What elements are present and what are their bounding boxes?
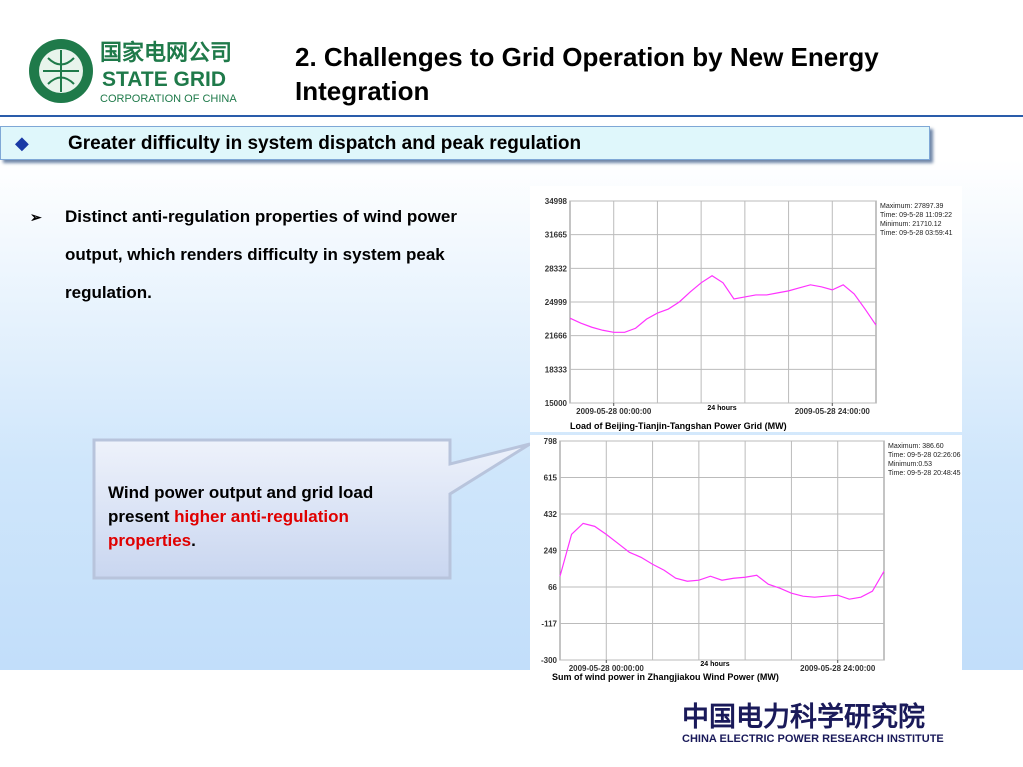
data-line xyxy=(559,522,885,600)
x-tick-label: 2009-05-28 00:00:00 xyxy=(576,407,652,416)
footer-english: CHINA ELECTRIC POWER RESEARCH INSTITUTE xyxy=(682,733,944,745)
x-tick-label: 2009-05-28 24:00:00 xyxy=(795,407,871,416)
data-line xyxy=(569,275,877,333)
callout: Wind power output and grid load present … xyxy=(90,436,540,586)
callout-end: . xyxy=(191,531,196,550)
footer-chinese: 中国电力科学研究院 xyxy=(682,701,925,732)
y-tick-label: 798 xyxy=(544,437,558,446)
annotation: Time: 09-5-28 11:09:22 xyxy=(880,212,952,219)
banner-text: Greater difficulty in system dispatch an… xyxy=(68,133,582,154)
annotation: Maximum: 27897.39 xyxy=(880,203,944,210)
y-tick-label: 28332 xyxy=(545,264,568,273)
callout-box xyxy=(92,438,531,580)
callout-shape xyxy=(92,438,531,580)
x-tick-label: 2009-05-28 00:00:00 xyxy=(569,664,645,673)
y-tick-label: 31665 xyxy=(545,231,568,240)
y-tick-label: 249 xyxy=(544,547,558,556)
y-tick-label: 34998 xyxy=(545,197,568,206)
bullet-text: Distinct anti-regulation properties of w… xyxy=(65,207,457,302)
annotation: Time: 09-5-28 03:59:41 xyxy=(880,230,953,237)
y-tick-label: 24999 xyxy=(545,298,568,307)
y-tick-label: 15000 xyxy=(545,399,568,408)
bullet-icon: ➢ xyxy=(30,209,42,225)
logo-name: STATE GRID xyxy=(102,68,226,91)
banner: ◆ Greater difficulty in system dispatch … xyxy=(0,126,930,160)
annotation: Minimum: 21710.12 xyxy=(880,221,942,228)
y-tick-label: 18333 xyxy=(545,365,568,374)
annotation: Minimum:0.53 xyxy=(888,461,932,468)
annotation: Time: 09-5-28 20:48:45 xyxy=(888,470,961,477)
x-axis-label: 24 hours xyxy=(700,661,729,668)
chart-caption: Load of Beijing-Tianjin-Tangshan Power G… xyxy=(570,421,787,431)
y-tick-label: 615 xyxy=(544,474,558,483)
footer-logo: 中国电力科学研究院 CHINA ELECTRIC POWER RESEARCH … xyxy=(682,701,944,745)
logo-chinese: 国家电网公司 xyxy=(100,40,232,65)
y-tick-label: 432 xyxy=(544,510,558,519)
y-tick-label: 66 xyxy=(548,583,557,592)
annotation: Time: 09-5-28 02:26:06 xyxy=(888,452,961,459)
callout-highlight: higher anti-regulation properties xyxy=(108,507,349,550)
y-tick-label: 21666 xyxy=(545,332,568,341)
x-axis-label: 24 hours xyxy=(707,405,736,412)
x-tick-label: 2009-05-28 24:00:00 xyxy=(800,664,876,673)
logo-lines xyxy=(43,50,79,92)
chart-caption: Sum of wind power in Zhangjiakou Wind Po… xyxy=(552,672,779,682)
logo: 国家电网公司 STATE GRID CORPORATION OF CHINA xyxy=(29,39,237,105)
y-tick-label: -300 xyxy=(541,656,558,665)
charts: 15000 18333 21666 24999 28332 31665 34998 2009-… xyxy=(540,197,961,682)
logo-subtitle: CORPORATION OF CHINA xyxy=(100,93,237,105)
y-tick-label: -117 xyxy=(541,620,557,629)
callout-main: Wind power output and grid load present xyxy=(108,483,374,526)
slide-title: 2. Challenges to Grid Operation by New E… xyxy=(295,42,879,106)
header-rule xyxy=(0,115,1023,117)
annotation: Maximum: 386.60 xyxy=(888,443,944,450)
banner-icon: ◆ xyxy=(15,133,29,153)
callout-text: Wind power output and grid load present … xyxy=(108,481,438,553)
